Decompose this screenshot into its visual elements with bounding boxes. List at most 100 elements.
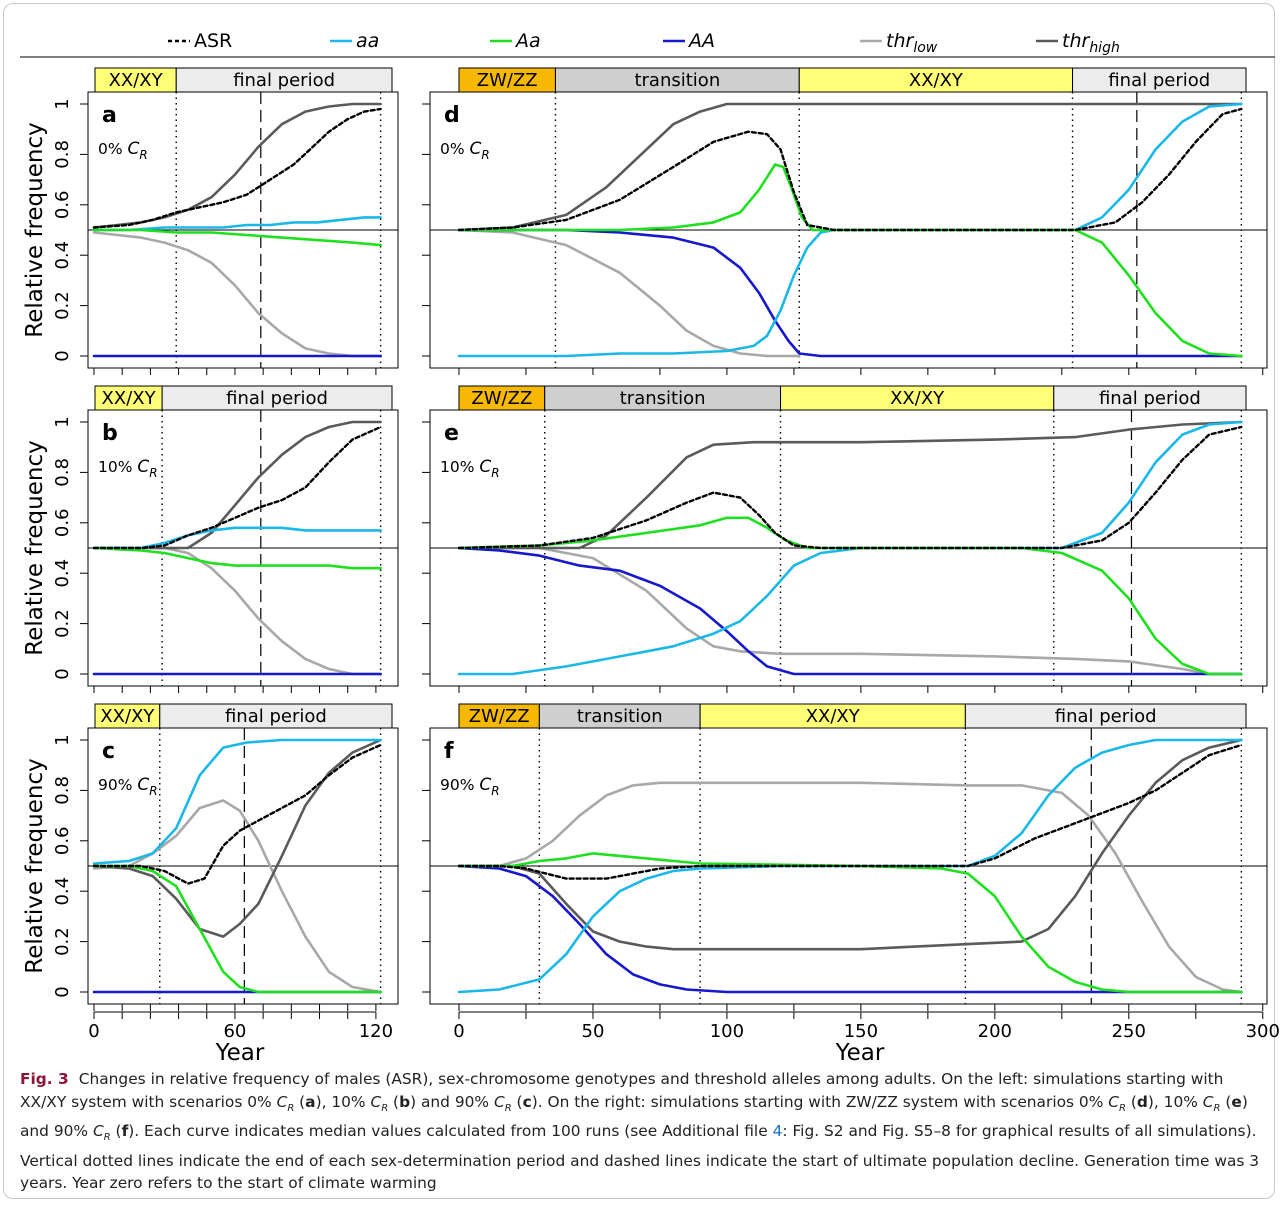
legend-item-thr-high: thrhigh (1036, 30, 1120, 56)
panel-letter: a (102, 103, 117, 128)
period-label: XX/XY (890, 388, 945, 409)
x-axis-ticks (93, 368, 377, 375)
period-label: ZW/ZZ (477, 70, 538, 91)
period-label: transition (634, 70, 720, 91)
panel-letter: d (444, 103, 460, 128)
series-aa (92, 216, 382, 232)
x-axis-left: 0 60 120 Year (88, 1011, 393, 1065)
y-axis (422, 421, 430, 675)
series-asr (457, 743, 1243, 880)
x-tick-label: 200 (978, 1021, 1012, 1042)
y-axis-label: Relative frequency (22, 758, 48, 973)
y-tick-label: 0 (52, 350, 73, 361)
y-tick-label: 0.8 (52, 458, 73, 487)
period-bar: ZW/ZZ transition XX/XY final period (458, 703, 1247, 729)
period-final (1053, 385, 1247, 411)
x-axis-ticks (93, 1004, 377, 1011)
scenario-label: 0% CR (98, 139, 148, 162)
x-axis-label: Year (215, 1040, 265, 1065)
period-label: final period (1099, 388, 1201, 409)
panel-letter: f (444, 739, 454, 764)
scenario-label: 90% CR (440, 775, 500, 798)
y-tick-label: 0.2 (52, 291, 73, 320)
period-xy (94, 67, 177, 93)
x-tick-label: 250 (1112, 1021, 1146, 1042)
y-tick-label: 1 (52, 734, 73, 745)
scenario-label: 0% CR (440, 139, 490, 162)
x-axis-ticks (93, 686, 377, 693)
figure-caption: Fig. 3 Changes in relative frequency of m… (20, 1070, 1260, 1193)
period-bar: XX/XY final period (94, 385, 393, 411)
period-label: final period (225, 706, 327, 727)
panel-a: XX/XY final period 0 0.2 0.4 0.6 0.8 1 Relative … (22, 67, 399, 375)
y-tick-label: 0.6 (52, 508, 73, 537)
series-aa (92, 526, 382, 550)
y-axis (422, 739, 430, 993)
series-thr_low (457, 781, 1243, 994)
legend-item-asr: ASR (168, 30, 232, 52)
series-thr_high (457, 738, 1243, 951)
series-asr (92, 743, 382, 885)
y-tick-label: 0.2 (52, 927, 73, 956)
series-aa (457, 228, 1243, 358)
y-tick-label: 0.8 (52, 776, 73, 805)
series-asr (457, 107, 1243, 232)
series-asr (457, 425, 1243, 550)
panel-letter: c (102, 739, 115, 764)
period-label: XX/XY (806, 706, 861, 727)
period-bar: ZW/ZZ transition XX/XY final period (458, 67, 1247, 93)
series-thr_low (457, 546, 1243, 676)
x-axis-label: Year (835, 1040, 885, 1065)
x-tick-label: 300 (1246, 1021, 1280, 1042)
y-tick-label: 0.2 (52, 609, 73, 638)
period-label: final period (1108, 70, 1210, 91)
series-thr_high (92, 102, 382, 229)
legend: ASR aa Aa AA thrlow thrhigh (168, 30, 1120, 56)
period-transition (538, 703, 701, 729)
x-tick-label: 60 (223, 1021, 246, 1042)
period-label: transition (620, 388, 706, 409)
x-tick-label: 100 (710, 1021, 744, 1042)
period-final (159, 703, 393, 729)
y-axis: 0 0.2 0.4 0.6 0.8 1 Relative frequency (22, 734, 88, 998)
x-tick-label: 150 (844, 1021, 878, 1042)
additional-file-link[interactable]: 4 (772, 1122, 783, 1141)
period-final (964, 703, 1247, 729)
panels: XX/XY final period 0 0.2 0.4 0.6 0.8 1 Relative … (22, 67, 1268, 1011)
series-thr_high (457, 102, 1243, 232)
series-aa (457, 546, 1243, 676)
period-label: transition (577, 706, 663, 727)
scenario-label: 90% CR (98, 775, 158, 798)
x-axis-right: 0 50 100 150 200 250 300 Year (453, 1011, 1280, 1065)
legend-label: thrlow (886, 30, 938, 56)
y-tick-label: 0.4 (52, 877, 73, 906)
series-asr (92, 107, 382, 229)
y-axis (422, 103, 430, 357)
series-aa (457, 864, 1243, 994)
series-aa (92, 738, 382, 865)
x-tick-label: 0 (88, 1021, 99, 1042)
y-tick-label: 0.6 (52, 190, 73, 219)
y-tick-label: 0.6 (52, 826, 73, 855)
legend-label: ASR (194, 30, 232, 52)
series-aa (457, 163, 1243, 358)
series-thr_low (457, 228, 801, 358)
y-tick-label: 0 (52, 668, 73, 679)
series-aa (457, 102, 1243, 358)
period-bar: XX/XY final period (94, 703, 393, 729)
period-label: ZW/ZZ (471, 388, 532, 409)
x-axis-ticks (458, 368, 1264, 375)
legend-label: thrhigh (1062, 30, 1120, 56)
period-bar: ZW/ZZ transition XX/XY final period (458, 385, 1247, 411)
series-thr_high (457, 420, 1243, 550)
x-axis-ticks (458, 686, 1264, 693)
series-aa (92, 228, 382, 247)
legend-item-aa: Aa (490, 30, 541, 52)
period-label: XX/XY (100, 706, 155, 727)
y-tick-label: 1 (52, 416, 73, 427)
period-xy (798, 67, 1074, 93)
panel-letter: e (444, 421, 459, 446)
x-tick-label: 0 (453, 1021, 464, 1042)
series-thr_low (92, 799, 382, 994)
caption-label: Fig. 3 (20, 1070, 69, 1088)
